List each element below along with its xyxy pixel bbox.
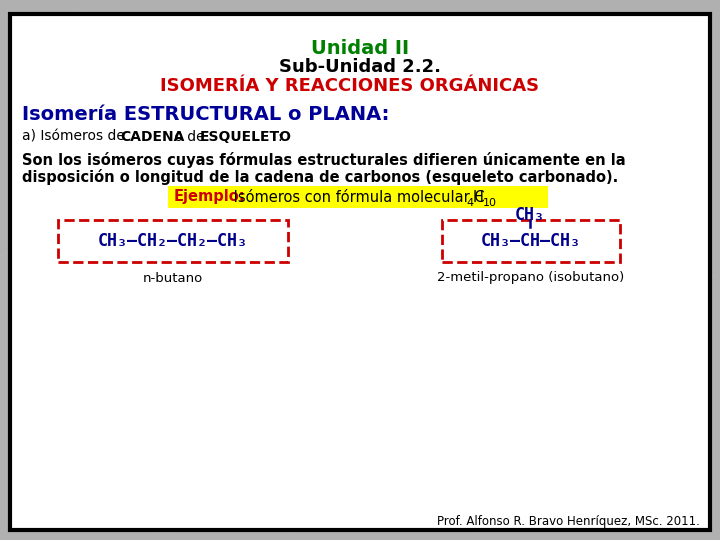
Text: Prof. Alfonso R. Bravo Henríquez, MSc. 2011.: Prof. Alfonso R. Bravo Henríquez, MSc. 2… <box>437 516 700 529</box>
Text: 4: 4 <box>466 198 473 208</box>
Text: n-butano: n-butano <box>143 272 203 285</box>
Text: ISOMERÍA Y REACCIONES ORGÁNICAS: ISOMERÍA Y REACCIONES ORGÁNICAS <box>161 77 539 95</box>
Text: CH₃–CH₂–CH₂–CH₃: CH₃–CH₂–CH₂–CH₃ <box>98 232 248 250</box>
Text: Unidad II: Unidad II <box>311 38 409 57</box>
Text: Ejemplo:: Ejemplo: <box>174 190 246 205</box>
Text: :: : <box>277 130 282 144</box>
Text: ESQUELETO: ESQUELETO <box>200 130 292 144</box>
Text: H: H <box>473 190 484 205</box>
Text: Son los isómeros cuyas fórmulas estructurales difieren únicamente en la: Son los isómeros cuyas fórmulas estructu… <box>22 152 626 168</box>
Text: disposición o longitud de la cadena de carbonos (esqueleto carbonado).: disposición o longitud de la cadena de c… <box>22 169 618 185</box>
FancyBboxPatch shape <box>10 14 710 530</box>
Text: Isómeros con fórmula molecular C: Isómeros con fórmula molecular C <box>229 190 485 205</box>
FancyBboxPatch shape <box>58 220 288 262</box>
Text: 2-metil-propano (isobutano): 2-metil-propano (isobutano) <box>437 272 625 285</box>
FancyBboxPatch shape <box>442 220 620 262</box>
Text: CADENA: CADENA <box>120 130 184 144</box>
Text: Isomería ESTRUCTURAL o PLANA:: Isomería ESTRUCTURAL o PLANA: <box>22 105 390 125</box>
Text: Sub-Unidad 2.2.: Sub-Unidad 2.2. <box>279 58 441 76</box>
Text: CH₃: CH₃ <box>515 206 545 224</box>
Text: 10: 10 <box>483 198 497 208</box>
FancyBboxPatch shape <box>168 186 548 208</box>
Text: CH₃–CH–CH₃: CH₃–CH–CH₃ <box>481 232 581 250</box>
Text: o de: o de <box>170 130 209 144</box>
Text: a) Isómeros de: a) Isómeros de <box>22 130 130 144</box>
